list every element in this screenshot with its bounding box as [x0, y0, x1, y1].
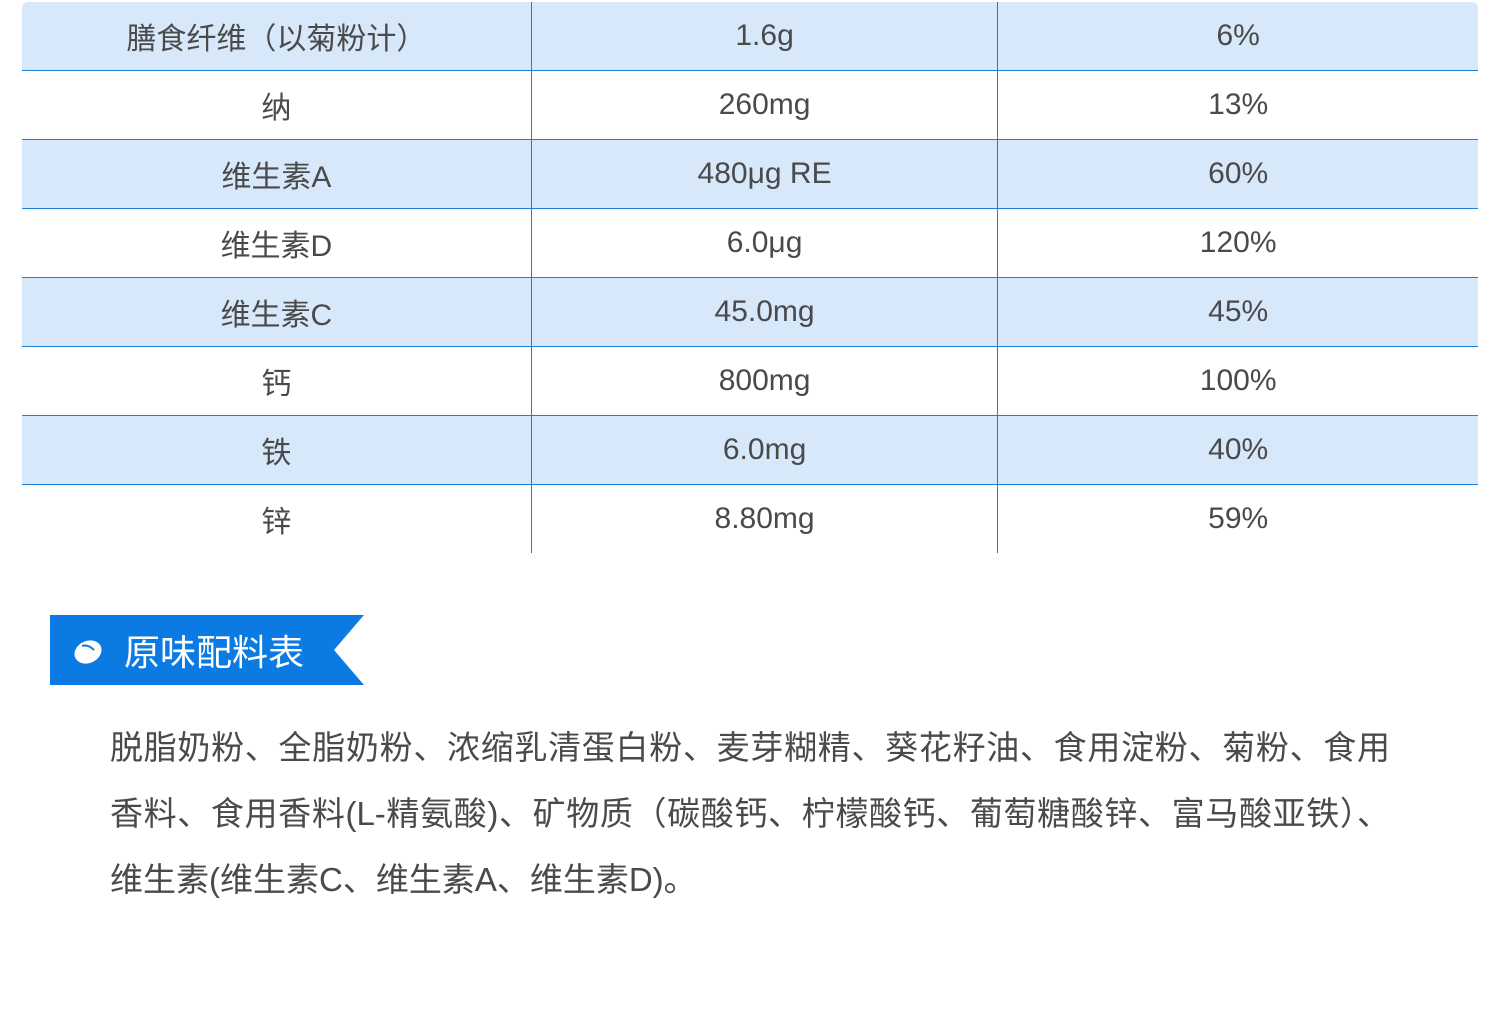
nutrient-value: 480μg RE	[531, 140, 998, 209]
nutrition-table-container: 膳食纤维（以菊粉计）1.6g6%纳260mg13%维生素A480μg RE60%…	[20, 0, 1480, 555]
nutrient-value: 1.6g	[531, 1, 998, 71]
nutrient-percent: 45%	[998, 278, 1479, 347]
ingredients-ribbon: 原味配料表	[50, 615, 364, 685]
table-row: 维生素A480μg RE60%	[21, 140, 1479, 209]
nutrient-name: 维生素A	[21, 140, 531, 209]
nutrition-table: 膳食纤维（以菊粉计）1.6g6%纳260mg13%维生素A480μg RE60%…	[20, 0, 1480, 555]
table-row: 维生素C45.0mg45%	[21, 278, 1479, 347]
nutrient-percent: 6%	[998, 1, 1479, 71]
table-row: 钙800mg100%	[21, 347, 1479, 416]
ingredients-section: 原味配料表 脱脂奶粉、全脂奶粉、浓缩乳清蛋白粉、麦芽糊精、葵花籽油、食用淀粉、菊…	[20, 615, 1480, 913]
table-row: 铁6.0mg40%	[21, 416, 1479, 485]
ingredients-title: 原味配料表	[124, 624, 304, 676]
nutrient-value: 800mg	[531, 347, 998, 416]
nutrient-name: 铁	[21, 416, 531, 485]
nutrient-percent: 13%	[998, 71, 1479, 140]
nutrient-percent: 60%	[998, 140, 1479, 209]
nutrient-percent: 100%	[998, 347, 1479, 416]
nutrient-percent: 59%	[998, 485, 1479, 555]
nutrient-name: 锌	[21, 485, 531, 555]
nutrient-name: 纳	[21, 71, 531, 140]
nutrient-name: 维生素C	[21, 278, 531, 347]
nutrient-value: 8.80mg	[531, 485, 998, 555]
table-row: 维生素D6.0μg120%	[21, 209, 1479, 278]
nutrient-value: 6.0μg	[531, 209, 998, 278]
table-row: 膳食纤维（以菊粉计）1.6g6%	[21, 1, 1479, 71]
nutrient-name: 膳食纤维（以菊粉计）	[21, 1, 531, 71]
nutrient-percent: 120%	[998, 209, 1479, 278]
table-row: 锌8.80mg59%	[21, 485, 1479, 555]
bean-icon	[70, 630, 110, 670]
nutrient-percent: 40%	[998, 416, 1479, 485]
ingredients-body: 脱脂奶粉、全脂奶粉、浓缩乳清蛋白粉、麦芽糊精、葵花籽油、食用淀粉、菊粉、食用香料…	[50, 715, 1450, 913]
nutrient-value: 6.0mg	[531, 416, 998, 485]
table-row: 纳260mg13%	[21, 71, 1479, 140]
nutrient-name: 维生素D	[21, 209, 531, 278]
nutrient-value: 45.0mg	[531, 278, 998, 347]
nutrient-name: 钙	[21, 347, 531, 416]
nutrient-value: 260mg	[531, 71, 998, 140]
